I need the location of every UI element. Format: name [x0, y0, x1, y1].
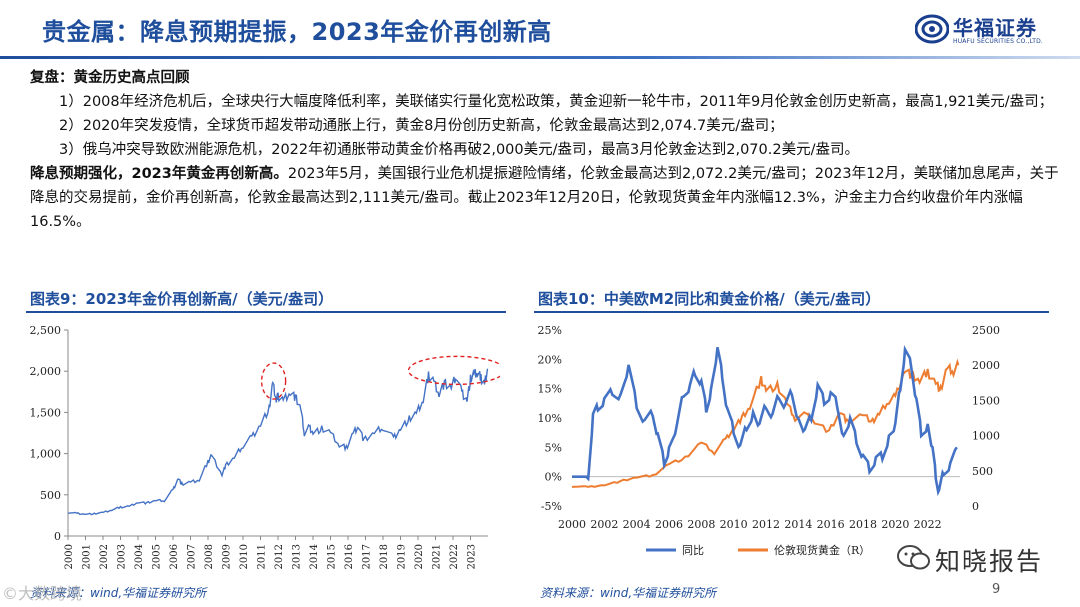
legend-m2-label: 同比 [682, 544, 704, 557]
gold-price-line [67, 368, 489, 516]
m2-vs-gold-chart: -5% 0% 5% 10% 15% 20% 25% 0 500 1000 1500 2000 2500 2… [538, 324, 1000, 557]
legend-gold-label: 伦敦现货黄金（R） [774, 543, 870, 557]
y-tick-label: 2,500 [30, 324, 62, 337]
left-y-tick-label: 5% [545, 441, 562, 454]
x-tick-label: 2001 [82, 544, 93, 569]
x-tick-label: 2006 [655, 518, 683, 531]
x-tick-label: 2012 [274, 544, 285, 569]
summary-paragraph: 降息预期强化，2023年黄金再创新高。2023年5月，美国银行业危机提振避险情绪… [30, 162, 1060, 234]
x-tick-label: 2018 [849, 518, 877, 531]
x-tick-label: 2019 [397, 544, 408, 569]
x-tick-label: 2002 [590, 518, 618, 531]
figure-9-title: 图表9：2023年金价再创新高/（美元/盎司） [30, 290, 334, 308]
x-tick-label: 2016 [817, 518, 845, 531]
x-tick-label: 2021 [432, 544, 443, 569]
right-y-tick-label: 2500 [972, 324, 1000, 337]
page-title: 贵金属：降息预期提振，2023年金价再创新高 [42, 18, 552, 46]
x-tick-label: 2020 [881, 518, 909, 531]
history-point-1: 1）2008年经济危机后，全球央行大幅度降低利率，美联储实行量化宽松政策，黄金迎… [59, 94, 1054, 110]
peak-2020-2023-circle [407, 355, 500, 386]
summary-text: 2023年5月，美国银行业危机提振避险情绪，伦敦金最高达到2,072.2美元/盎… [30, 166, 1059, 230]
x-tick-label: 2016 [344, 544, 355, 569]
x-tick-label: 2014 [784, 518, 812, 531]
left-y-tick-label: 15% [538, 383, 562, 396]
x-tick-label: 2018 [379, 544, 390, 569]
right-y-tick-label: 1500 [972, 394, 1000, 407]
figure-9-source: 资料来源：wind,华福证券研究所 [30, 586, 207, 600]
m2-yoy-line [572, 344, 958, 497]
right-y-tick-label: 1000 [972, 430, 1000, 443]
x-tick-label: 2008 [687, 518, 715, 531]
x-tick-label: 2000 [558, 518, 586, 531]
left-y-tick-label: 25% [538, 324, 562, 337]
left-y-tick-label: 20% [538, 353, 562, 366]
brand-subtitle: HUAFU SECURITIES CO.,LTD. [953, 38, 1044, 45]
brand-logo: 华福证券 HUAFU SECURITIES CO.,LTD. [915, 10, 1065, 50]
watermark-left: ©大数跨境 [2, 584, 83, 603]
x-tick-label: 2013 [292, 544, 303, 569]
x-tick-label: 2014 [309, 544, 320, 569]
x-tick-label: 2005 [152, 544, 163, 569]
left-y-tick-label: 0% [545, 471, 562, 484]
x-tick-label: 2023 [467, 544, 478, 569]
huafu-logo-icon [915, 14, 949, 44]
y-tick-label: 500 [40, 489, 61, 502]
x-tick-label: 2012 [752, 518, 780, 531]
gold-price-chart: 0 500 1,000 1,500 2,000 2,500 2000 2001 2002 2003… [30, 324, 500, 569]
x-tick-label: 2000 [64, 544, 75, 569]
x-tick-label: 2008 [204, 544, 215, 569]
right-y-tick-label: 0 [972, 500, 979, 513]
x-tick-label: 2006 [169, 544, 180, 569]
x-tick-label: 2022 [914, 518, 942, 531]
x-tick-label: 2004 [623, 518, 651, 531]
right-y-tick-label: 500 [972, 465, 993, 478]
page-number: 9 [992, 582, 1001, 597]
x-tick-label: 2002 [99, 544, 110, 569]
x-tick-label: 2010 [720, 518, 748, 531]
y-tick-label: 2,000 [30, 365, 62, 378]
x-tick-label: 2004 [134, 544, 145, 569]
y-tick-label: 1,000 [30, 448, 62, 461]
x-tick-label: 2020 [414, 544, 425, 569]
title-divider [0, 56, 1080, 59]
x-tick-label: 2022 [449, 544, 460, 569]
y-tick-label: 0 [54, 530, 61, 543]
x-tick-label: 2003 [117, 544, 128, 569]
x-tick-label: 2017 [362, 544, 373, 569]
history-point-2: 2）2020年突发疫情，全球货币超发带动通胀上行，黄金8月份创历史新高，伦敦金最… [59, 118, 784, 134]
figure-10-source: 资料来源：wind,华福证券研究所 [540, 586, 717, 600]
x-tick-label: 2010 [239, 544, 250, 569]
history-point-3: 3）俄乌冲突导致欧洲能源危机，2022年初通胀带动黄金价格再破2,000美元/盎… [59, 142, 859, 158]
wechat-icon [897, 545, 930, 570]
figure-9-rule [26, 311, 506, 313]
brand-name: 华福证券 [953, 16, 1037, 40]
body-text: 复盘：黄金历史高点回顾 1）2008年经济危机后，全球央行大幅度降低利率，美联储… [30, 66, 1060, 234]
gold-price-line [571, 358, 960, 488]
right-y-tick-label: 2000 [972, 359, 1000, 372]
summary-lead: 降息预期强化，2023年黄金再创新高。 [30, 166, 288, 182]
left-y-tick-label: -5% [541, 500, 562, 513]
watermark: 知晓报告 [895, 540, 1075, 576]
x-tick-label: 2011 [257, 544, 268, 569]
x-tick-label: 2007 [187, 544, 198, 569]
left-y-tick-label: 10% [538, 412, 562, 425]
x-tick-label: 2009 [222, 544, 233, 569]
peak-2011-circle [260, 362, 287, 400]
figure-10-title: 图表10：中美欧M2同比和黄金价格/（美元/盎司） [538, 290, 881, 308]
watermark-text: 知晓报告 [935, 547, 1044, 576]
figure-10-rule [534, 311, 1049, 313]
review-heading: 复盘：黄金历史高点回顾 [30, 70, 190, 86]
x-tick-label: 2015 [327, 544, 338, 569]
y-tick-label: 1,500 [30, 406, 62, 419]
